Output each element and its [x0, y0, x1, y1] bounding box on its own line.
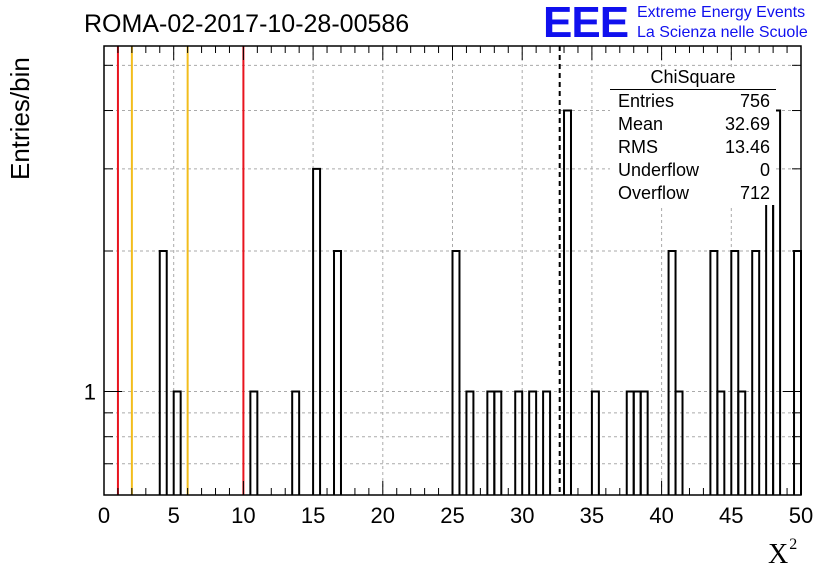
logo-subtitle-line2: La Scienza nelle Scuole: [637, 24, 808, 41]
logo-subtitle-line1: Extreme Energy Events: [637, 4, 806, 21]
x-tick-label: 45: [719, 503, 743, 528]
histogram-bin: [542, 390, 552, 495]
histogram-bin: [667, 250, 677, 495]
x-tick-label: 30: [510, 503, 534, 528]
stats-label: RMS: [618, 137, 658, 157]
stats-value: 756: [739, 91, 770, 111]
histogram-bars: [158, 109, 802, 495]
stats-box-title: ChiSquare: [610, 67, 776, 90]
stats-label: Overflow: [618, 183, 690, 203]
stats-label: Underflow: [618, 160, 700, 180]
x-axis-label-base: X: [768, 539, 789, 570]
histogram-bin: [632, 390, 642, 495]
eee-logo: EEE: [543, 0, 629, 47]
histogram-bin: [793, 250, 802, 495]
histogram-bin: [737, 390, 747, 495]
x-tick-label: 50: [789, 503, 813, 528]
histogram-bin: [249, 390, 259, 495]
histogram-bin: [751, 250, 761, 495]
histogram-bin: [674, 390, 684, 495]
axes: 0 5 10 15 20 25 30 35 40 45 50 1: [84, 45, 813, 528]
stats-value: 13.46: [724, 137, 770, 157]
histogram-bin: [493, 390, 503, 495]
stats-row-underflow: Underflow 0: [610, 159, 776, 182]
histogram-bin: [772, 109, 782, 495]
stats-row-mean: Mean 32.69: [610, 113, 776, 136]
stats-row-overflow: Overflow 712: [610, 182, 776, 205]
chart-title: ROMA-02-2017-10-28-00586: [84, 10, 410, 38]
stats-value: 712: [739, 183, 770, 203]
stats-row-entries: Entries 756: [610, 90, 776, 113]
x-tick-label: 15: [301, 503, 325, 528]
histogram-bin: [514, 390, 524, 495]
histogram-bin: [765, 167, 775, 495]
x-tick-label: 20: [371, 503, 395, 528]
histogram-bin: [312, 167, 322, 495]
histogram-bin: [465, 390, 475, 495]
y-tick-label: 1: [84, 379, 96, 404]
histogram-bin: [486, 390, 496, 495]
histogram-bin: [158, 250, 168, 495]
stats-label: Mean: [618, 114, 664, 134]
x-tick-label: 0: [98, 503, 110, 528]
histogram-bin: [625, 390, 635, 495]
threshold-lines: [116, 46, 561, 495]
histogram-bin: [639, 390, 649, 495]
y-axis-label: Entries/bin: [5, 57, 35, 180]
x-tick-label: 35: [580, 503, 604, 528]
x-tick-label: 10: [231, 503, 255, 528]
x-tick-label: 5: [168, 503, 180, 528]
x-axis-label-exponent: 2: [789, 536, 798, 553]
histogram-bin: [172, 390, 182, 495]
histogram-bin: [730, 250, 740, 495]
stats-label: Entries: [618, 91, 675, 111]
x-axis-label: X2: [768, 536, 797, 571]
histogram-bin: [563, 109, 572, 495]
histogram-bin: [333, 250, 342, 495]
stats-row-rms: RMS 13.46: [610, 136, 776, 159]
histogram-bin: [451, 250, 461, 495]
histogram-bin: [291, 390, 301, 495]
histogram-bin: [590, 390, 600, 495]
stats-box: ChiSquare Entries 756 Mean 32.69 RMS 13.…: [610, 67, 776, 205]
stats-value: 32.69: [724, 114, 770, 134]
histogram-bin: [709, 250, 719, 495]
stats-value: 0: [759, 160, 770, 180]
histogram-bin: [528, 390, 538, 495]
x-tick-label: 40: [649, 503, 673, 528]
x-tick-label: 25: [440, 503, 464, 528]
histogram-bin: [716, 390, 726, 495]
